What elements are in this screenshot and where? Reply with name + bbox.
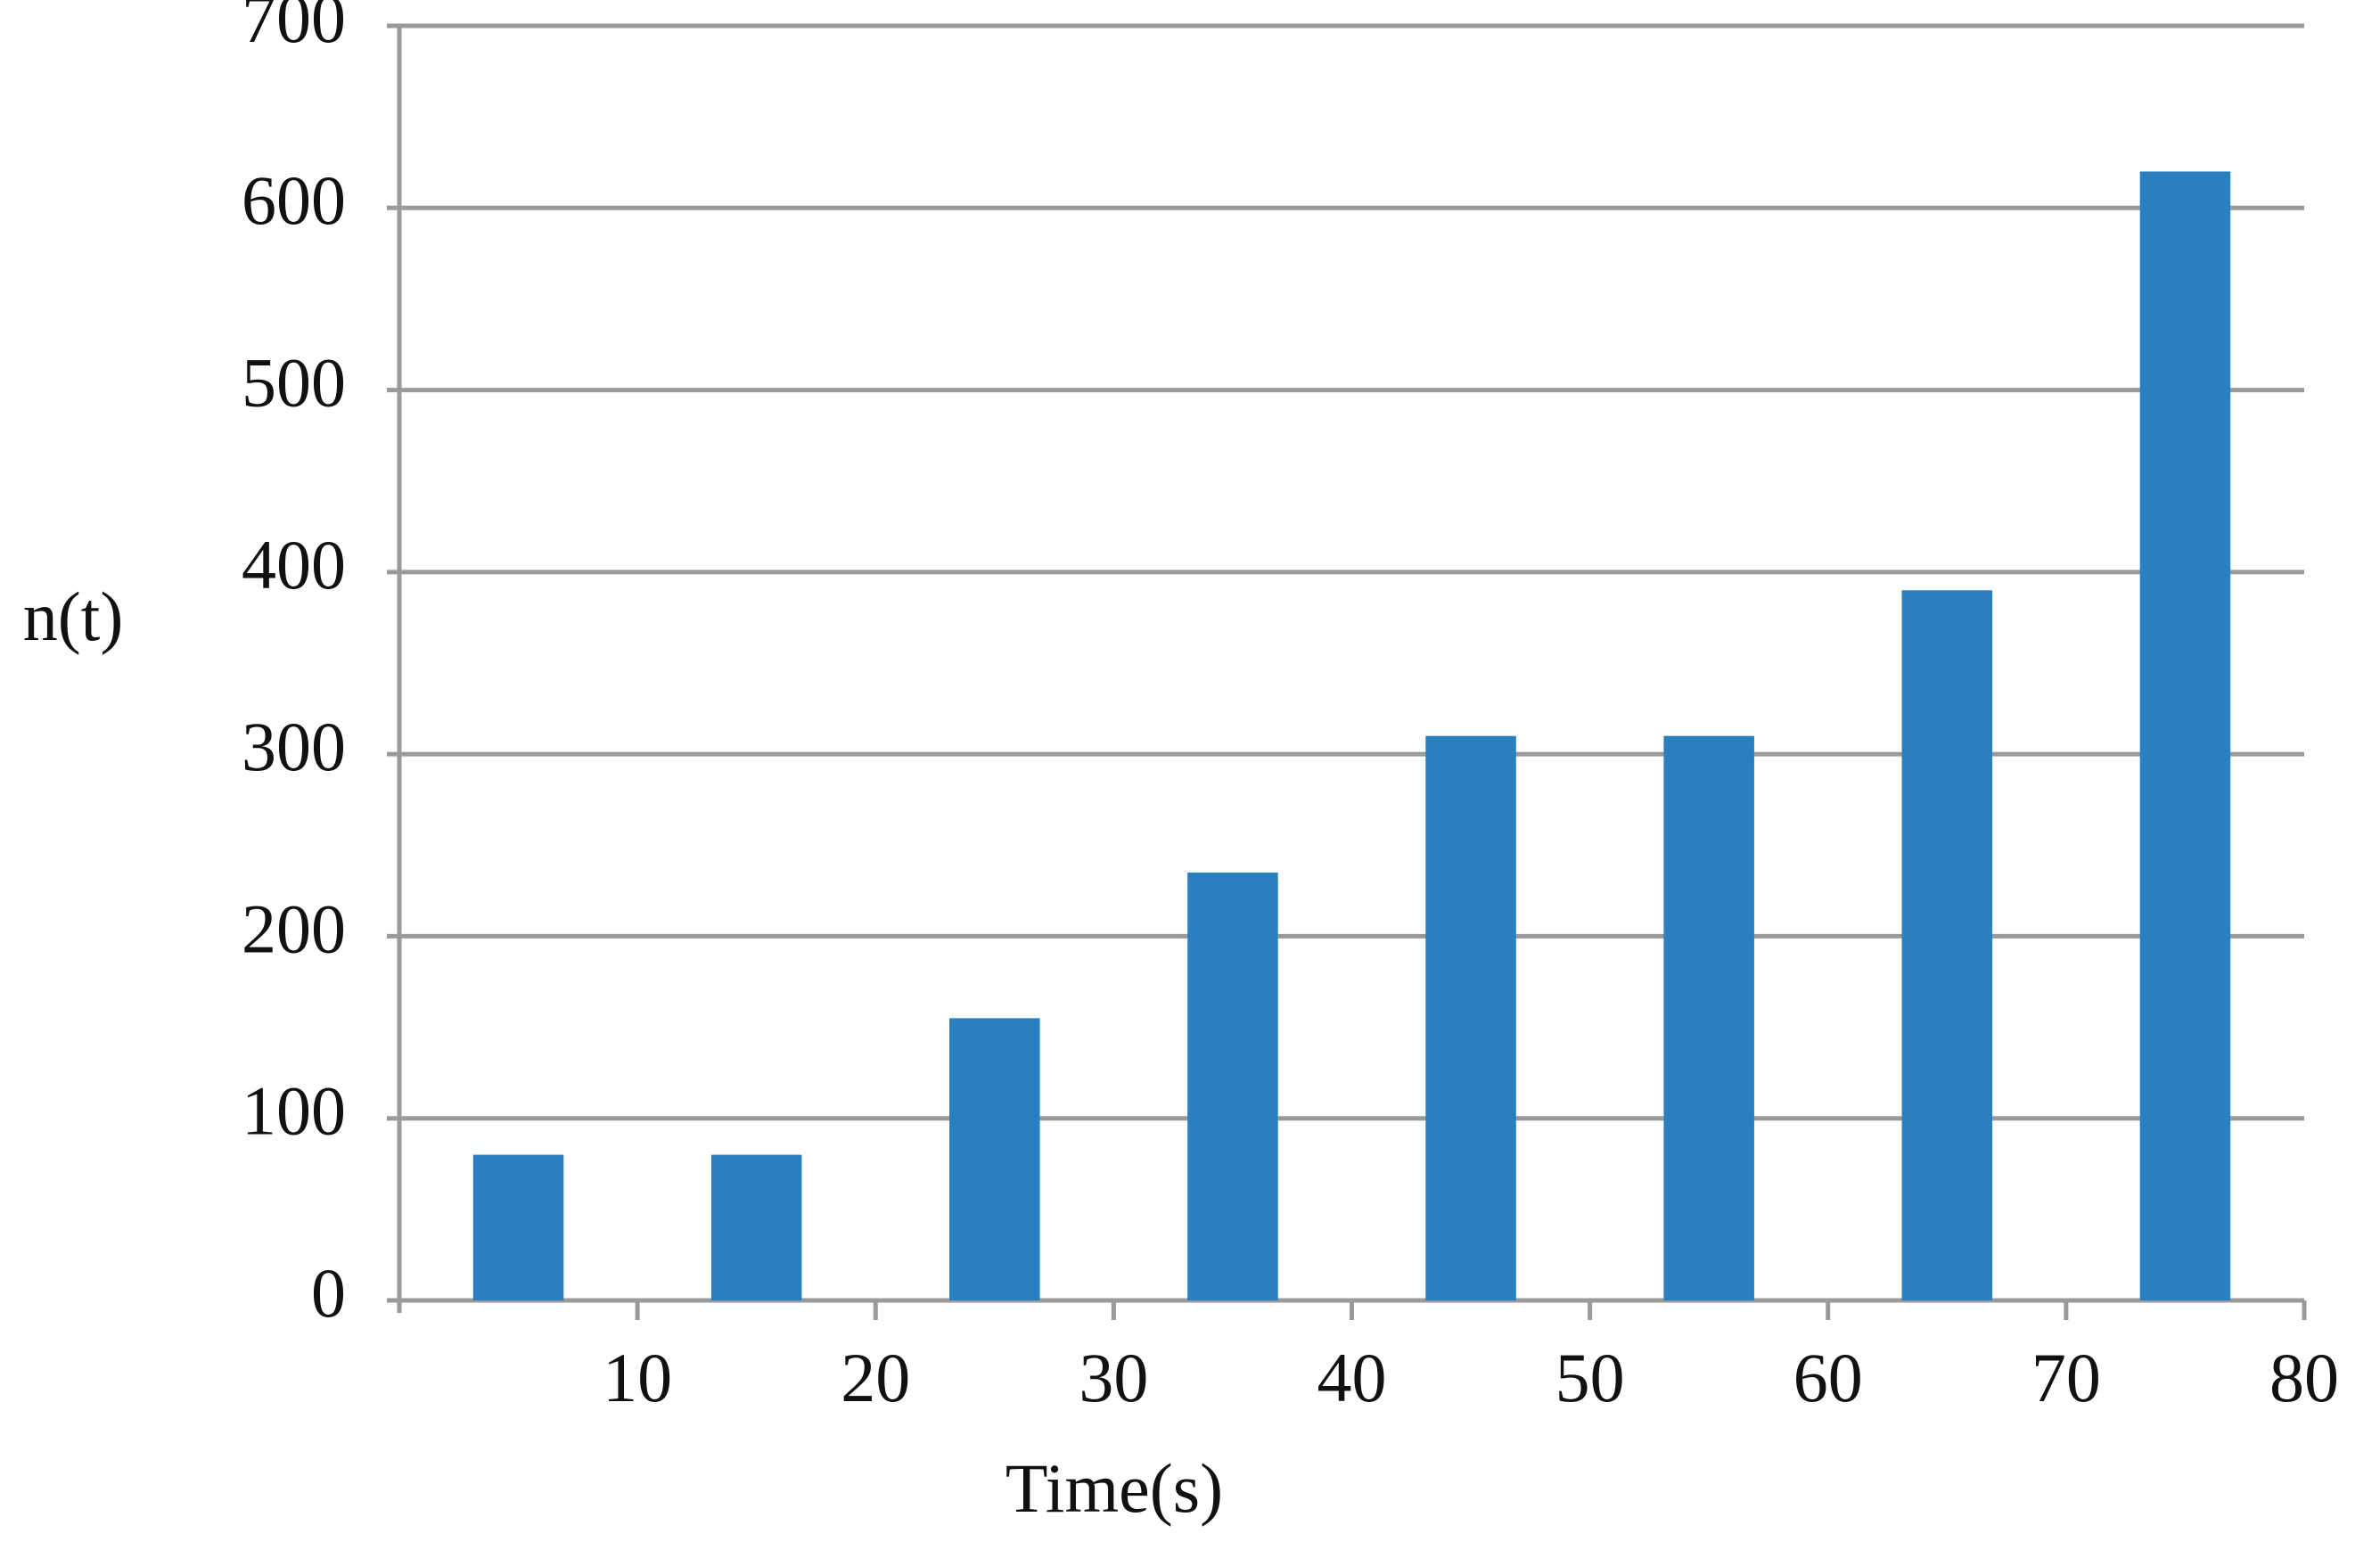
x-tick-label: 30 — [1079, 1339, 1148, 1416]
y-tick-label: 0 — [311, 1254, 346, 1332]
y-tick-label: 600 — [242, 161, 346, 239]
bar — [1425, 735, 1516, 1300]
bar — [710, 1154, 802, 1300]
x-tick-label: 50 — [1555, 1339, 1625, 1416]
x-tick-label: 20 — [841, 1339, 910, 1416]
x-tick-label: 80 — [2269, 1339, 2339, 1416]
bar — [1901, 590, 1993, 1300]
bar — [472, 1154, 564, 1300]
y-axis-label: n(t) — [23, 578, 124, 655]
bar — [949, 1018, 1040, 1300]
x-tick-label: 70 — [2031, 1339, 2101, 1416]
y-tick-label: 200 — [242, 890, 346, 967]
x-tick-label: 10 — [603, 1339, 672, 1416]
x-tick-label: 40 — [1317, 1339, 1387, 1416]
y-tick-label: 100 — [242, 1072, 346, 1150]
x-tick-label: 60 — [1793, 1339, 1863, 1416]
y-tick-label: 400 — [242, 526, 346, 603]
bar — [2139, 171, 2231, 1300]
y-tick-label: 500 — [242, 343, 346, 421]
bar — [1663, 735, 1754, 1300]
x-axis-label: Time(s) — [1005, 1449, 1223, 1527]
y-tick-label: 300 — [242, 708, 346, 785]
y-tick-label: 700 — [242, 0, 346, 57]
bar — [1187, 872, 1278, 1300]
